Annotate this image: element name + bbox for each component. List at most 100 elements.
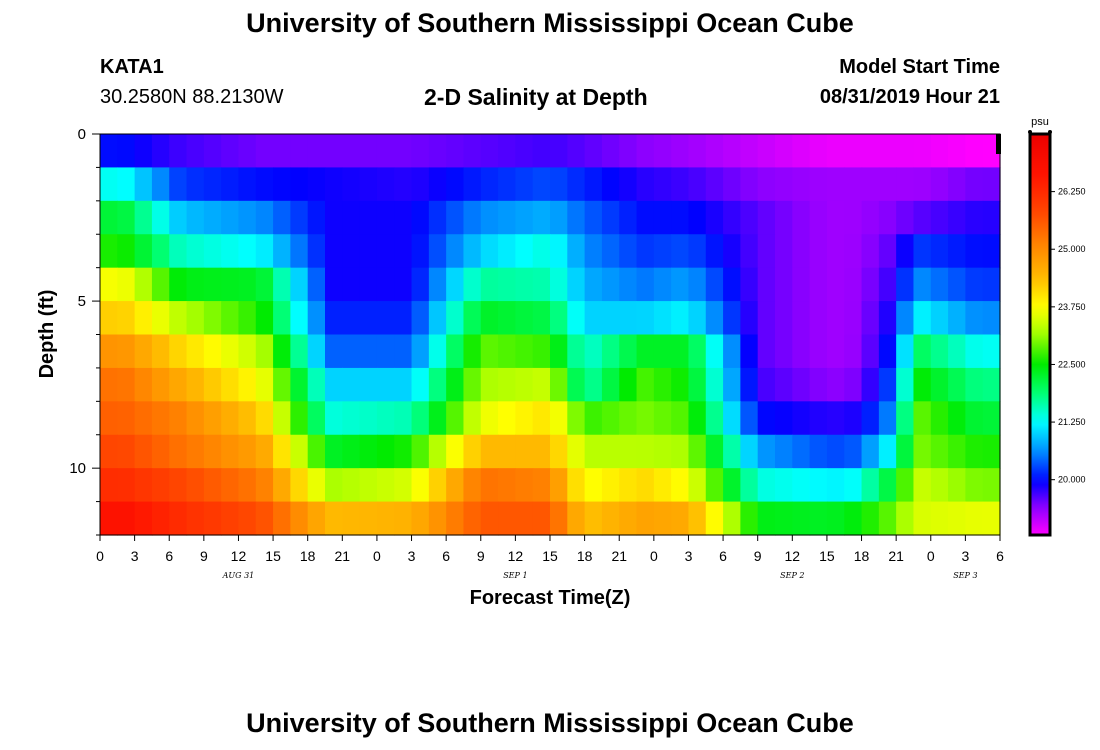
heatmap-cell	[428, 434, 447, 469]
heatmap-cell	[307, 234, 326, 269]
heatmap-cell	[307, 401, 326, 436]
x-tick-label: 3	[131, 548, 139, 564]
heatmap-cell	[913, 200, 932, 235]
heatmap-cell	[273, 501, 291, 536]
x-axis: 0 3 6 9 12 15 18 21 0 3 6 9 12 15 18 21 0 3 6 9 12 15 18 21 0 3 6 A…	[96, 534, 1004, 580]
heatmap-cell	[619, 301, 638, 336]
heatmap-cell	[394, 501, 413, 536]
heatmap-cell	[878, 234, 897, 269]
heatmap-cell	[653, 134, 672, 169]
heatmap-cell	[203, 367, 222, 402]
heatmap-cell	[117, 234, 136, 269]
heatmap-cell	[515, 134, 534, 169]
heatmap-cell	[203, 334, 222, 369]
footer-title: University of Southern Mississippi Ocean…	[246, 708, 854, 738]
heatmap-cell	[567, 234, 586, 269]
heatmap-cell	[532, 134, 551, 169]
heatmap-cell	[723, 434, 741, 469]
heatmap-cell	[671, 267, 690, 302]
heatmap-cell	[290, 501, 309, 536]
heatmap-cell	[359, 434, 378, 469]
heatmap-cell	[671, 167, 690, 202]
x-tick-label: 3	[685, 548, 693, 564]
heatmap-cell	[498, 234, 516, 269]
heatmap-cell	[619, 334, 638, 369]
x-tick-label: 18	[577, 548, 593, 564]
heatmap-cell	[273, 134, 291, 169]
heatmap-cell	[653, 401, 672, 436]
heatmap-cell	[463, 134, 482, 169]
x-axis-title: Forecast Time(Z)	[470, 587, 631, 609]
heatmap-cell	[584, 334, 603, 369]
heatmap-cell	[896, 134, 915, 169]
heatmap-cell	[584, 468, 603, 503]
heatmap-cell	[948, 301, 966, 336]
heatmap-cell	[636, 234, 655, 269]
heatmap-cell	[982, 401, 1001, 436]
heatmap-cell	[446, 334, 465, 369]
heatmap-cell	[446, 200, 465, 235]
heatmap-cell	[342, 234, 361, 269]
heatmap-cell	[100, 334, 118, 369]
heatmap-cell	[186, 301, 205, 336]
heatmap-cell	[446, 301, 465, 336]
heatmap-cell	[550, 134, 568, 169]
heatmap-cell	[671, 434, 690, 469]
y-tick-label: 0	[78, 126, 86, 143]
heatmap-cell	[688, 434, 707, 469]
heatmap-cell	[463, 468, 482, 503]
heatmap-cell	[601, 401, 620, 436]
heatmap-cell	[601, 167, 620, 202]
heatmap-cell	[705, 301, 724, 336]
heatmap-cell	[896, 301, 915, 336]
heatmap-cell	[550, 334, 568, 369]
heatmap-cell	[532, 367, 551, 402]
heatmap-cell	[446, 434, 465, 469]
heatmap-cell	[826, 501, 845, 536]
x-tick-label: 0	[650, 548, 658, 564]
heatmap-cell	[273, 401, 291, 436]
heatmap-cell	[567, 401, 586, 436]
heatmap-cell	[186, 334, 205, 369]
heatmap-cell	[307, 200, 326, 235]
heatmap-cell	[100, 468, 118, 503]
x-tick-label: 6	[442, 548, 450, 564]
heatmap-cell	[567, 267, 586, 302]
heatmap-cell	[376, 334, 395, 369]
heatmap-cell	[100, 367, 118, 402]
colorbar-tick-label: 23.750	[1058, 302, 1086, 312]
heatmap-cell	[463, 501, 482, 536]
heatmap-cell	[480, 234, 499, 269]
heatmap-cell	[411, 167, 430, 202]
heatmap-cell	[792, 134, 811, 169]
heatmap-cell	[463, 434, 482, 469]
heatmap-cell	[775, 134, 793, 169]
heatmap-cells	[100, 134, 1001, 536]
heatmap-cell	[376, 267, 395, 302]
heatmap-cell	[740, 301, 759, 336]
heatmap-cell	[792, 267, 811, 302]
heatmap-cell	[394, 167, 413, 202]
heatmap-cell	[584, 401, 603, 436]
heatmap-cell	[601, 234, 620, 269]
heatmap-cell	[688, 134, 707, 169]
heatmap-cell	[567, 167, 586, 202]
y-tick-label: 5	[78, 293, 86, 310]
heatmap-cell	[498, 468, 516, 503]
heatmap-cell	[740, 134, 759, 169]
heatmap-cell	[844, 501, 863, 536]
heatmap-cell	[567, 367, 586, 402]
heatmap-cell	[446, 401, 465, 436]
heatmap-cell	[411, 501, 430, 536]
heatmap-cell	[878, 267, 897, 302]
heatmap-cell	[290, 468, 309, 503]
heatmap-cell	[913, 434, 932, 469]
heatmap-cell	[792, 334, 811, 369]
heatmap-cell	[826, 367, 845, 402]
heatmap-cell	[532, 401, 551, 436]
heatmap-cell	[671, 501, 690, 536]
heatmap-cell	[394, 267, 413, 302]
heatmap-cell	[740, 334, 759, 369]
heatmap-cell	[584, 301, 603, 336]
heatmap-cell	[359, 167, 378, 202]
